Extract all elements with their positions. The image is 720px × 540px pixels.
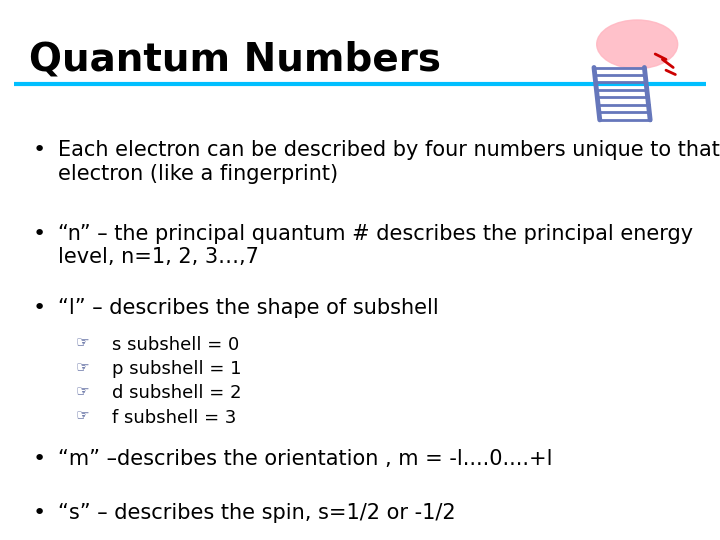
Text: p subshell = 1: p subshell = 1 xyxy=(112,360,241,378)
Text: d subshell = 2: d subshell = 2 xyxy=(112,384,241,402)
Text: “s” – describes the spin, s=1/2 or -1/2: “s” – describes the spin, s=1/2 or -1/2 xyxy=(58,503,455,523)
Text: •: • xyxy=(32,224,45,244)
Text: “m” –describes the orientation , m = -l....0....+l: “m” –describes the orientation , m = -l.… xyxy=(58,449,552,469)
Text: “n” – the principal quantum # describes the principal energy
level, n=1, 2, 3…,7: “n” – the principal quantum # describes … xyxy=(58,224,693,267)
Text: •: • xyxy=(32,503,45,523)
Text: f subshell = 3: f subshell = 3 xyxy=(112,409,236,427)
Text: “l” – describes the shape of subshell: “l” – describes the shape of subshell xyxy=(58,298,438,318)
Text: ☞: ☞ xyxy=(76,336,89,351)
Text: Each electron can be described by four numbers unique to that
electron (like a f: Each electron can be described by four n… xyxy=(58,140,719,184)
Text: •: • xyxy=(32,449,45,469)
Ellipse shape xyxy=(597,20,678,69)
Text: •: • xyxy=(32,140,45,160)
Text: ☞: ☞ xyxy=(76,409,89,424)
Text: ☞: ☞ xyxy=(76,384,89,400)
Text: s subshell = 0: s subshell = 0 xyxy=(112,336,239,354)
Text: Quantum Numbers: Quantum Numbers xyxy=(29,40,441,78)
Text: •: • xyxy=(32,298,45,318)
Text: ☞: ☞ xyxy=(76,360,89,375)
